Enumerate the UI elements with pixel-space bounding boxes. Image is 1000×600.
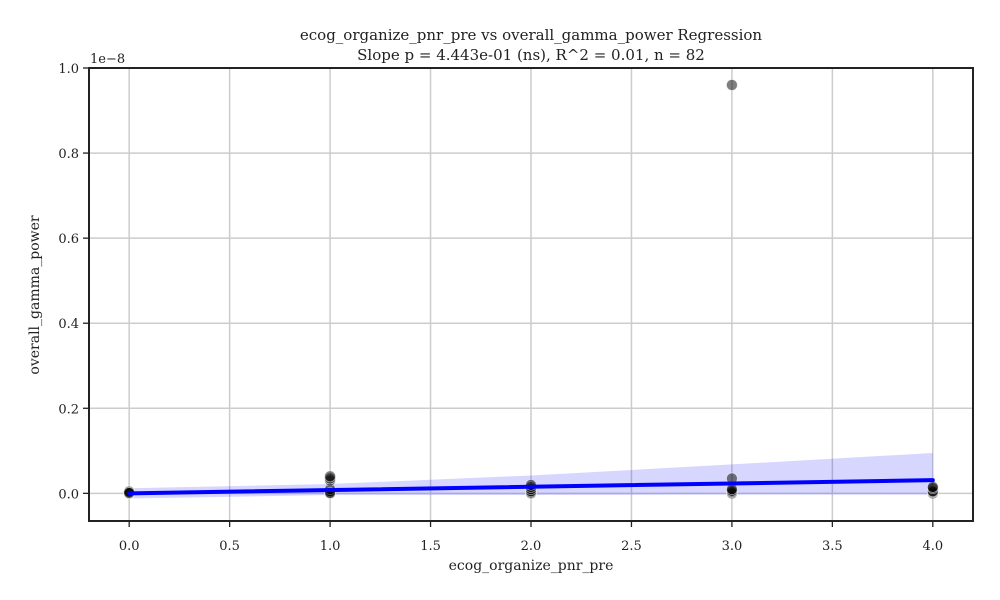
axis-ticks: 0.0 0.5 1.0 1.5 2.0 2.5 3.0 3.5 4.0 0.0 0.2 0.4 0.6 0… [58,62,943,554]
y-tick-label: 0.8 [58,147,79,162]
scatter-point [926,481,939,493]
x-tick-label: 3.5 [822,539,843,554]
chart-subtitle: Slope p = 4.443e-01 (ns), R^2 = 0.01, n … [357,46,705,64]
regression-line-layer [127,478,935,496]
x-tick-label: 2.5 [621,539,642,554]
x-axis-label: ecog_organize_pnr_pre [449,558,614,574]
x-tick-label: 0.5 [219,539,240,554]
y-axis-label: overall_gamma_power [27,215,43,374]
y-tick-label: 0.6 [58,232,79,247]
y-tick-label: 0.4 [58,317,79,332]
chart-title: ecog_organize_pnr_pre vs overall_gamma_p… [300,26,763,44]
y-tick-label: 0.2 [58,402,79,417]
regression-line [127,478,935,496]
x-tick-label: 1.5 [420,539,441,554]
y-tick-label: 1.0 [58,62,79,77]
scatter-points [123,79,939,500]
scatter-point [726,79,738,91]
x-tick-label: 2.0 [521,539,542,554]
y-tick-label: 0.0 [58,487,79,502]
y-offset-label: 1e−8 [90,52,125,67]
x-tick-label: 0.0 [119,539,140,554]
scatter-point [324,470,336,483]
x-tick-label: 1.0 [320,539,341,554]
x-tick-label: 4.0 [922,539,943,554]
grid-lines [89,67,973,521]
x-tick-label: 3.0 [722,539,743,554]
